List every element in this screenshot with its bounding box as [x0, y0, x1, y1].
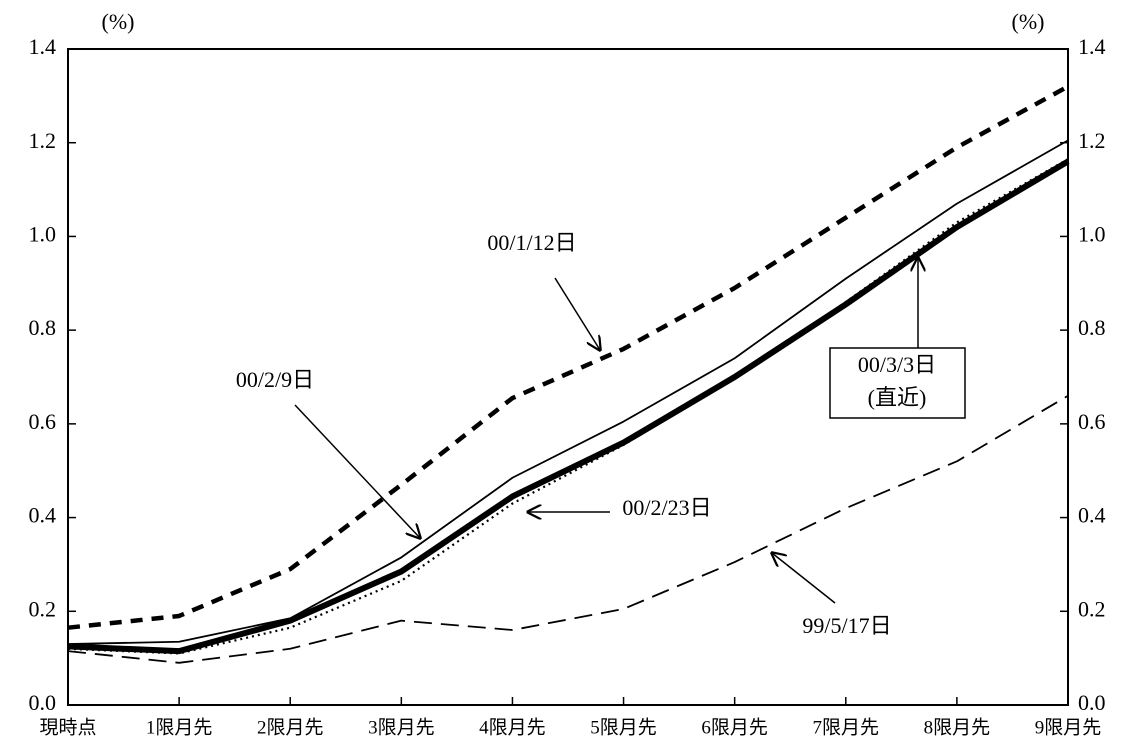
y-tick-label: 0.6: [29, 409, 57, 434]
x-tick-label: 現時点: [39, 716, 96, 738]
series-label: 00/1/12日: [487, 230, 576, 255]
series-line: [67, 158, 1069, 655]
series-line: [67, 84, 1070, 630]
arrow: [294, 404, 420, 538]
y2-tick-label: 1.2: [1078, 128, 1106, 153]
x-tick-label: 6限月先: [701, 716, 768, 738]
series-note: (直近): [868, 385, 927, 410]
y2-tick-label: 0.2: [1078, 596, 1106, 621]
y2-tick-label: 0.4: [1078, 503, 1106, 528]
x-tick-label: 2限月先: [257, 716, 324, 738]
x-tick-label: 8限月先: [924, 716, 991, 738]
y-axis-label: (%): [102, 9, 135, 34]
arrow: [772, 553, 836, 604]
y-tick-label: 0.2: [29, 596, 57, 621]
x-tick-label: 7限月先: [813, 716, 880, 738]
y2-tick-label: 0.0: [1078, 690, 1106, 715]
series-label: 00/2/9日: [236, 367, 314, 392]
series-line: [67, 158, 1070, 655]
x-tick-label: 3限月先: [368, 716, 435, 738]
x-tick-label: 1限月先: [146, 716, 213, 738]
series-line: [67, 139, 1069, 645]
x-tick-label: 9限月先: [1035, 716, 1102, 738]
y2-tick-label: 0.6: [1078, 409, 1106, 434]
annotations: 00/1/12日 00/2/9日 00/3/3日 (直近) 00/2/23日 9…: [236, 230, 966, 638]
arrow: [554, 277, 600, 350]
x-tick-label: 5限月先: [590, 716, 657, 738]
series-line: [67, 394, 1069, 664]
y-tick-label: 1.2: [29, 128, 57, 153]
x-tick-label: 4限月先: [479, 716, 546, 738]
y2-tick-label: 0.8: [1078, 315, 1106, 340]
y-tick-label: 0.8: [29, 315, 57, 340]
series-label: 99/5/17日: [802, 613, 891, 638]
y-tick-label: 1.0: [29, 221, 57, 246]
series-label: 00/2/23日: [622, 495, 711, 520]
plot-frame: [67, 48, 1069, 706]
y2-tick-label: 1.0: [1078, 221, 1106, 246]
y2-tick-label: 1.4: [1078, 34, 1106, 59]
y-tick-label: 0.4: [29, 503, 57, 528]
y2-axis-label: (%): [1012, 9, 1045, 34]
series-label: 00/3/3日: [858, 352, 936, 377]
y-tick-label: 1.4: [29, 34, 57, 59]
y-tick-label: 0.0: [29, 690, 57, 715]
label-box: [829, 347, 966, 419]
